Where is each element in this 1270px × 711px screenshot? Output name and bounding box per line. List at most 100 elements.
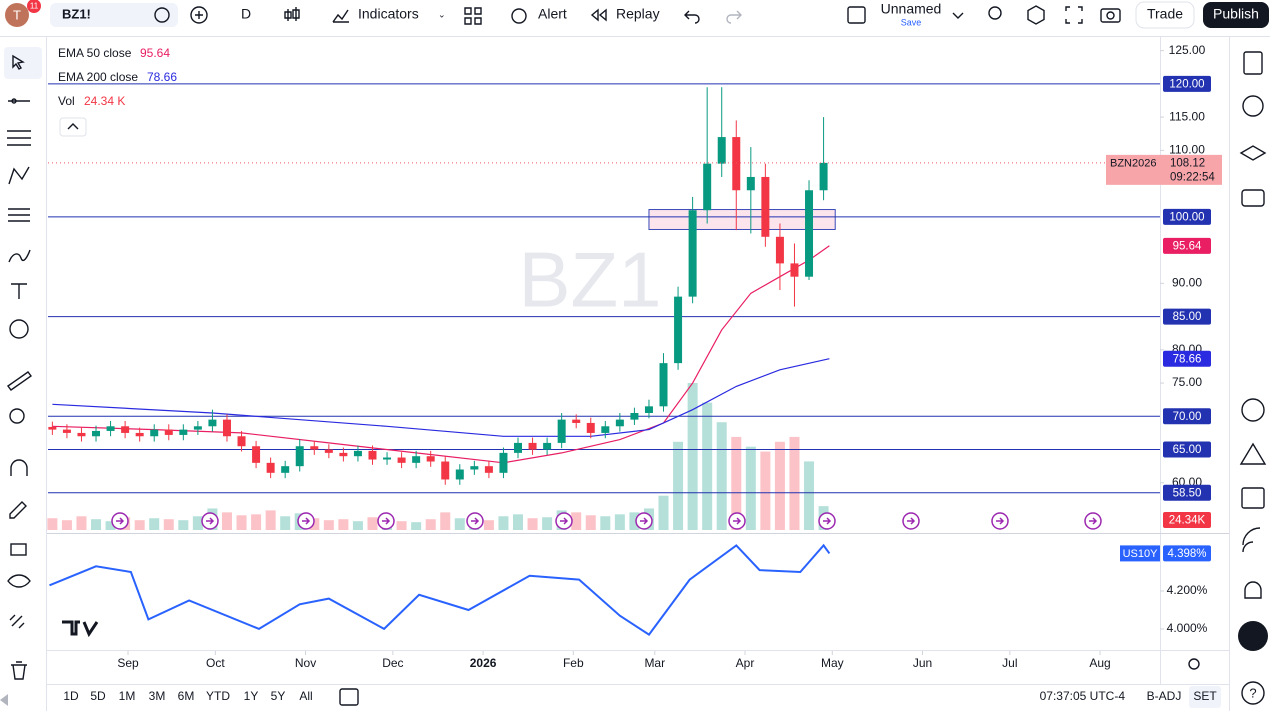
badge [27, 0, 41, 13]
x-tick-label: Jul [1002, 656, 1017, 670]
layout-name[interactable]: Unnamed [881, 1, 942, 17]
lock-tool[interactable] [10, 543, 27, 556]
volume-bar [804, 461, 815, 530]
tv-logo [62, 620, 99, 638]
apps-button[interactable] [1238, 621, 1268, 651]
fib-tool[interactable] [7, 130, 31, 146]
candle-body [732, 137, 741, 191]
ideas-button[interactable] [1239, 442, 1267, 465]
volume-bar [163, 519, 174, 530]
volume-bar [61, 520, 72, 530]
axis-settings[interactable] [1188, 658, 1200, 670]
indicators-button[interactable]: Indicators [358, 6, 419, 22]
help-button[interactable] [1241, 681, 1265, 705]
trendline-tool[interactable] [8, 98, 30, 104]
notifications-button[interactable] [1244, 581, 1262, 599]
cursor-tool[interactable] [4, 47, 42, 79]
visibility-tool[interactable] [7, 574, 31, 588]
collapse-legend[interactable] [59, 117, 87, 137]
collapse-arrow[interactable] [0, 694, 8, 706]
volume-bar [309, 518, 320, 530]
candle-body [150, 429, 159, 437]
volume-bar [716, 422, 727, 530]
candle-body [266, 462, 275, 473]
symbol-search[interactable] [50, 3, 178, 27]
emoji-tool[interactable] [9, 319, 29, 339]
goto-date[interactable] [339, 688, 359, 706]
range-button[interactable]: 1D [63, 689, 79, 703]
series-name: US10Y [1123, 548, 1159, 560]
ema-value-box [1163, 350, 1211, 367]
adjust-toggle[interactable]: B-ADJ [1147, 689, 1182, 703]
save-label[interactable]: Save [901, 17, 922, 27]
chats-button[interactable] [1241, 189, 1265, 207]
candle-body [674, 296, 683, 364]
candle-body [528, 442, 537, 450]
cursor-icon [12, 54, 25, 70]
candle-body [48, 426, 57, 430]
layouts-button[interactable] [464, 7, 482, 25]
event-arrow [996, 517, 1005, 525]
interval[interactable]: D [241, 6, 251, 22]
candle-body [135, 432, 144, 437]
badge-count: 11 [30, 2, 39, 11]
object-tree-button[interactable] [1239, 145, 1267, 161]
range-button[interactable]: 5D [90, 689, 106, 703]
publish-button[interactable] [1203, 2, 1269, 28]
forecast-tool[interactable] [8, 208, 30, 222]
ema-line [52, 358, 830, 437]
range-button[interactable]: YTD [206, 689, 230, 703]
candle-body [572, 419, 581, 423]
candle-body [62, 429, 71, 433]
fullscreen-button[interactable] [1065, 6, 1083, 24]
text-tool[interactable] [11, 283, 27, 299]
volume-bar [396, 521, 407, 530]
range-button[interactable]: 1Y [244, 689, 259, 703]
range-button[interactable]: 5Y [271, 689, 286, 703]
y-tick-label: 4.200% [1167, 583, 1208, 597]
volume-bar [251, 514, 262, 530]
watchlist-button[interactable] [1243, 51, 1263, 75]
alert-button[interactable]: Alert [538, 6, 567, 22]
trade-button[interactable] [1135, 1, 1195, 29]
candle-body [179, 429, 188, 435]
redo-button[interactable] [726, 10, 742, 24]
screener-button[interactable] [1241, 398, 1265, 422]
stream-button[interactable] [1242, 527, 1261, 553]
range-button[interactable]: All [299, 689, 312, 703]
symbol-icon [154, 7, 170, 23]
trash-tool[interactable] [11, 661, 27, 680]
replay-button[interactable]: Replay [616, 6, 660, 22]
candle-body [252, 446, 261, 463]
yield-line [49, 543, 831, 636]
candle-body [295, 446, 304, 467]
candle-body [615, 419, 624, 427]
calendar-button[interactable] [1241, 487, 1265, 509]
link-tool[interactable] [9, 614, 25, 629]
magnet-tool[interactable] [10, 459, 28, 476]
drawing-mode[interactable] [9, 501, 27, 519]
quick-search[interactable] [988, 6, 1002, 20]
range-button[interactable]: 6M [178, 689, 195, 703]
session-toggle[interactable] [1189, 686, 1221, 708]
range-button[interactable]: 1M [119, 689, 136, 703]
chart-type-button[interactable] [284, 7, 300, 21]
snapshot-button[interactable] [1100, 8, 1121, 23]
plus-icon [195, 11, 203, 19]
ruler-tool[interactable] [7, 371, 32, 391]
settings-button[interactable] [1027, 5, 1045, 25]
plot: BZ1125.00115.00110.0090.0080.0075.0060.0… [47, 43, 1222, 670]
undo-button[interactable] [684, 10, 700, 24]
alerts-button[interactable] [1242, 95, 1264, 117]
level-label-box [1163, 75, 1211, 92]
avatar[interactable] [5, 3, 29, 27]
layout-menu[interactable] [952, 12, 964, 19]
level-label-box [1163, 484, 1211, 501]
top-toolbar: T 11 BZ1! D Indicators ⌄ Alert Replay Un… [0, 0, 1270, 37]
pattern-tool[interactable] [8, 166, 30, 185]
range-button[interactable]: 3M [149, 689, 166, 703]
compare-button[interactable] [190, 6, 208, 24]
zoom-tool[interactable] [9, 408, 25, 424]
brush-tool[interactable] [8, 249, 31, 263]
